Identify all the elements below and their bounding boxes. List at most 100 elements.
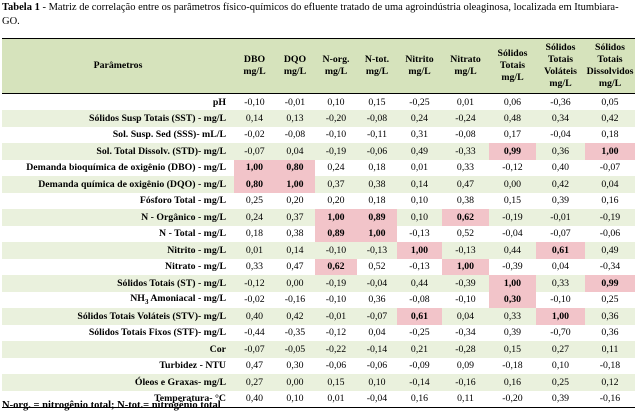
correlation-cell: 0,36 xyxy=(585,308,635,325)
correlation-cell: -0,19 xyxy=(315,275,357,292)
correlation-cell: -0,28 xyxy=(442,341,489,358)
correlation-cell: -0,19 xyxy=(585,209,635,226)
correlation-cell: 0,15 xyxy=(503,195,522,207)
correlation-cell: 0,24 xyxy=(397,110,442,127)
correlation-cell: 1,00 xyxy=(234,159,275,176)
correlation-cell: -0,04 xyxy=(357,275,397,292)
correlation-cell: -0,07 xyxy=(357,308,397,325)
correlation-cell: -0,44 xyxy=(244,327,265,339)
parameter-label: Sol. Total Dissolv. (STD)- mg/L xyxy=(2,143,234,160)
column-header: Sólidos Totais mg/L xyxy=(489,38,536,94)
table-row: NH3 Amoniacal - mg/L -0,02 -0,16 -0,10 0,36 -… xyxy=(2,291,635,308)
correlation-cell: -0,08 xyxy=(284,129,306,141)
correlation-cell: 0,18 xyxy=(368,162,386,174)
parameter-label: Turbidez - NTU xyxy=(159,360,226,372)
correlation-cell: -0,16 xyxy=(585,390,635,408)
correlation-cell: 0,04 xyxy=(551,261,570,273)
correlation-cell: 0,01 xyxy=(234,242,275,259)
caption-text: - Matriz de correlação entre os parâmetr… xyxy=(2,2,619,27)
table-row: Turbidez - NTU 0,47 0,30 -0,06 -0,06 -0,09 0,0… xyxy=(2,358,635,375)
correlation-cell: -0,13 xyxy=(409,228,430,240)
correlation-cell: 0,11 xyxy=(585,341,635,358)
correlation-cell: 0,14 xyxy=(397,176,442,193)
correlation-cell: -0,02 xyxy=(244,129,265,141)
correlation-cell: 0,52 xyxy=(456,228,475,240)
table-body: pH -0,10 -0,01 0,10 0,15 -0,25 0,01 0,06 -0,36 0,… xyxy=(2,94,635,408)
correlation-cell: 0,10 xyxy=(275,390,315,408)
correlation-cell: 0,27 xyxy=(234,374,275,391)
table-row: Sol. Total Dissolv. (STD)- mg/L -0,07 0,04… xyxy=(2,143,635,160)
correlation-cell: 0,00 xyxy=(489,176,536,193)
parameter-label: pH xyxy=(212,96,226,108)
correlation-cell: 0,18 xyxy=(245,228,264,240)
correlation-cell: 0,11 xyxy=(442,390,489,408)
column-header: DBO mg/L xyxy=(234,38,275,94)
correlation-cell: -0,14 xyxy=(357,341,397,358)
correlation-cell: 0,40 xyxy=(234,390,275,408)
correlation-cell: 0,37 xyxy=(275,209,315,226)
column-header: Nitrito mg/L xyxy=(397,38,442,94)
correlation-cell: -0,19 xyxy=(489,209,536,226)
correlation-cell: -0,06 xyxy=(366,360,388,372)
table-row: pH -0,10 -0,01 0,10 0,15 -0,25 0,01 0,06 -0,36 0,… xyxy=(2,94,635,111)
correlation-cell: 0,13 xyxy=(275,110,315,127)
correlation-cell: -0,36 xyxy=(550,96,571,108)
correlation-cell: -0,18 xyxy=(599,360,621,372)
correlation-cell: 0,01 xyxy=(410,162,429,174)
correlation-cell: -0,04 xyxy=(502,228,523,240)
correlation-cell: 0,06 xyxy=(503,96,522,108)
correlation-cell: 0,47 xyxy=(245,360,264,372)
parameter-label: Sólidos Totais Fixos (STF)- mg/L xyxy=(88,327,226,339)
table-row: Cor -0,07 -0,05 -0,22 -0,14 0,21 -0,28 0,15 0,27… xyxy=(2,341,635,358)
correlation-cell: 0,15 xyxy=(489,341,536,358)
correlation-cell: 0,15 xyxy=(368,96,386,108)
correlation-cell: 0,16 xyxy=(601,195,619,207)
table-row: Sólidos Totais (ST) - mg/L -0,12 0,00 -0,19… xyxy=(2,275,635,292)
correlation-cell: 0,24 xyxy=(327,162,345,174)
correlation-cell: -0,12 xyxy=(502,162,523,174)
correlation-cell: 0,25 xyxy=(601,294,619,306)
correlation-cell: -0,25 xyxy=(409,327,430,339)
parameter-label: Óleos e Graxas- mg/L xyxy=(2,374,234,391)
correlation-cell: -0,01 xyxy=(315,308,357,325)
table-row: Sol. Susp. Sed (SSS)- mL/L -0,02 -0,08 -0,1… xyxy=(2,127,635,144)
correlation-cell: 0,05 xyxy=(601,96,619,108)
correlation-cell: -0,10 xyxy=(325,129,347,141)
correlation-cell: 0,33 xyxy=(456,162,475,174)
correlation-cell: -0,13 xyxy=(409,261,430,273)
correlation-cell: -0,70 xyxy=(550,327,571,339)
correlation-cell: -0,02 xyxy=(244,294,265,306)
correlation-cell: -0,18 xyxy=(502,360,523,372)
correlation-cell: 0,33 xyxy=(536,275,585,292)
correlation-cell: 0,39 xyxy=(503,327,522,339)
correlation-cell: 0,20 xyxy=(286,195,304,207)
correlation-cell: -0,06 xyxy=(325,360,347,372)
correlation-cell: 0,10 xyxy=(397,209,442,226)
parameter-label: Demanda bioquímica de oxigênio (DBO) - m… xyxy=(26,162,226,174)
correlation-cell: -0,19 xyxy=(315,143,357,160)
parameter-label: Fósforo Total - mg/L xyxy=(139,195,226,207)
correlation-cell: 0,36 xyxy=(601,327,619,339)
correlation-cell: -0,33 xyxy=(442,143,489,160)
correlation-cell: -0,10 xyxy=(315,242,357,259)
table-row: Óleos e Graxas- mg/L 0,27 0,00 0,15 0,10 -0,1… xyxy=(2,374,635,391)
correlation-cell: -0,07 xyxy=(234,341,275,358)
correlation-cell: 0,04 xyxy=(442,308,489,325)
correlation-cell: -0,20 xyxy=(315,110,357,127)
correlation-cell: -0,10 xyxy=(325,294,347,306)
parameter-label: Nitrito - mg/L xyxy=(2,242,234,259)
correlation-cell: -0,06 xyxy=(357,143,397,160)
correlation-cell: -0,10 xyxy=(550,294,571,306)
correlation-cell: 1,00 xyxy=(397,242,442,259)
correlation-cell: 0,44 xyxy=(397,275,442,292)
correlation-cell: 1,00 xyxy=(315,209,357,226)
header-parametros: Parâmetros xyxy=(2,38,234,94)
correlation-cell: -0,11 xyxy=(366,129,388,141)
correlation-cell: 0,16 xyxy=(397,390,442,408)
column-header: DQO mg/L xyxy=(275,38,315,94)
correlation-cell: 0,10 xyxy=(410,195,429,207)
correlation-cell: 0,42 xyxy=(275,308,315,325)
correlation-cell: 0,42 xyxy=(536,176,585,193)
correlation-cell: 0,89 xyxy=(357,209,397,226)
table-row: Temperatura- °C 0,40 0,10 0,01 -0,04 0,16 0,11… xyxy=(2,390,635,408)
